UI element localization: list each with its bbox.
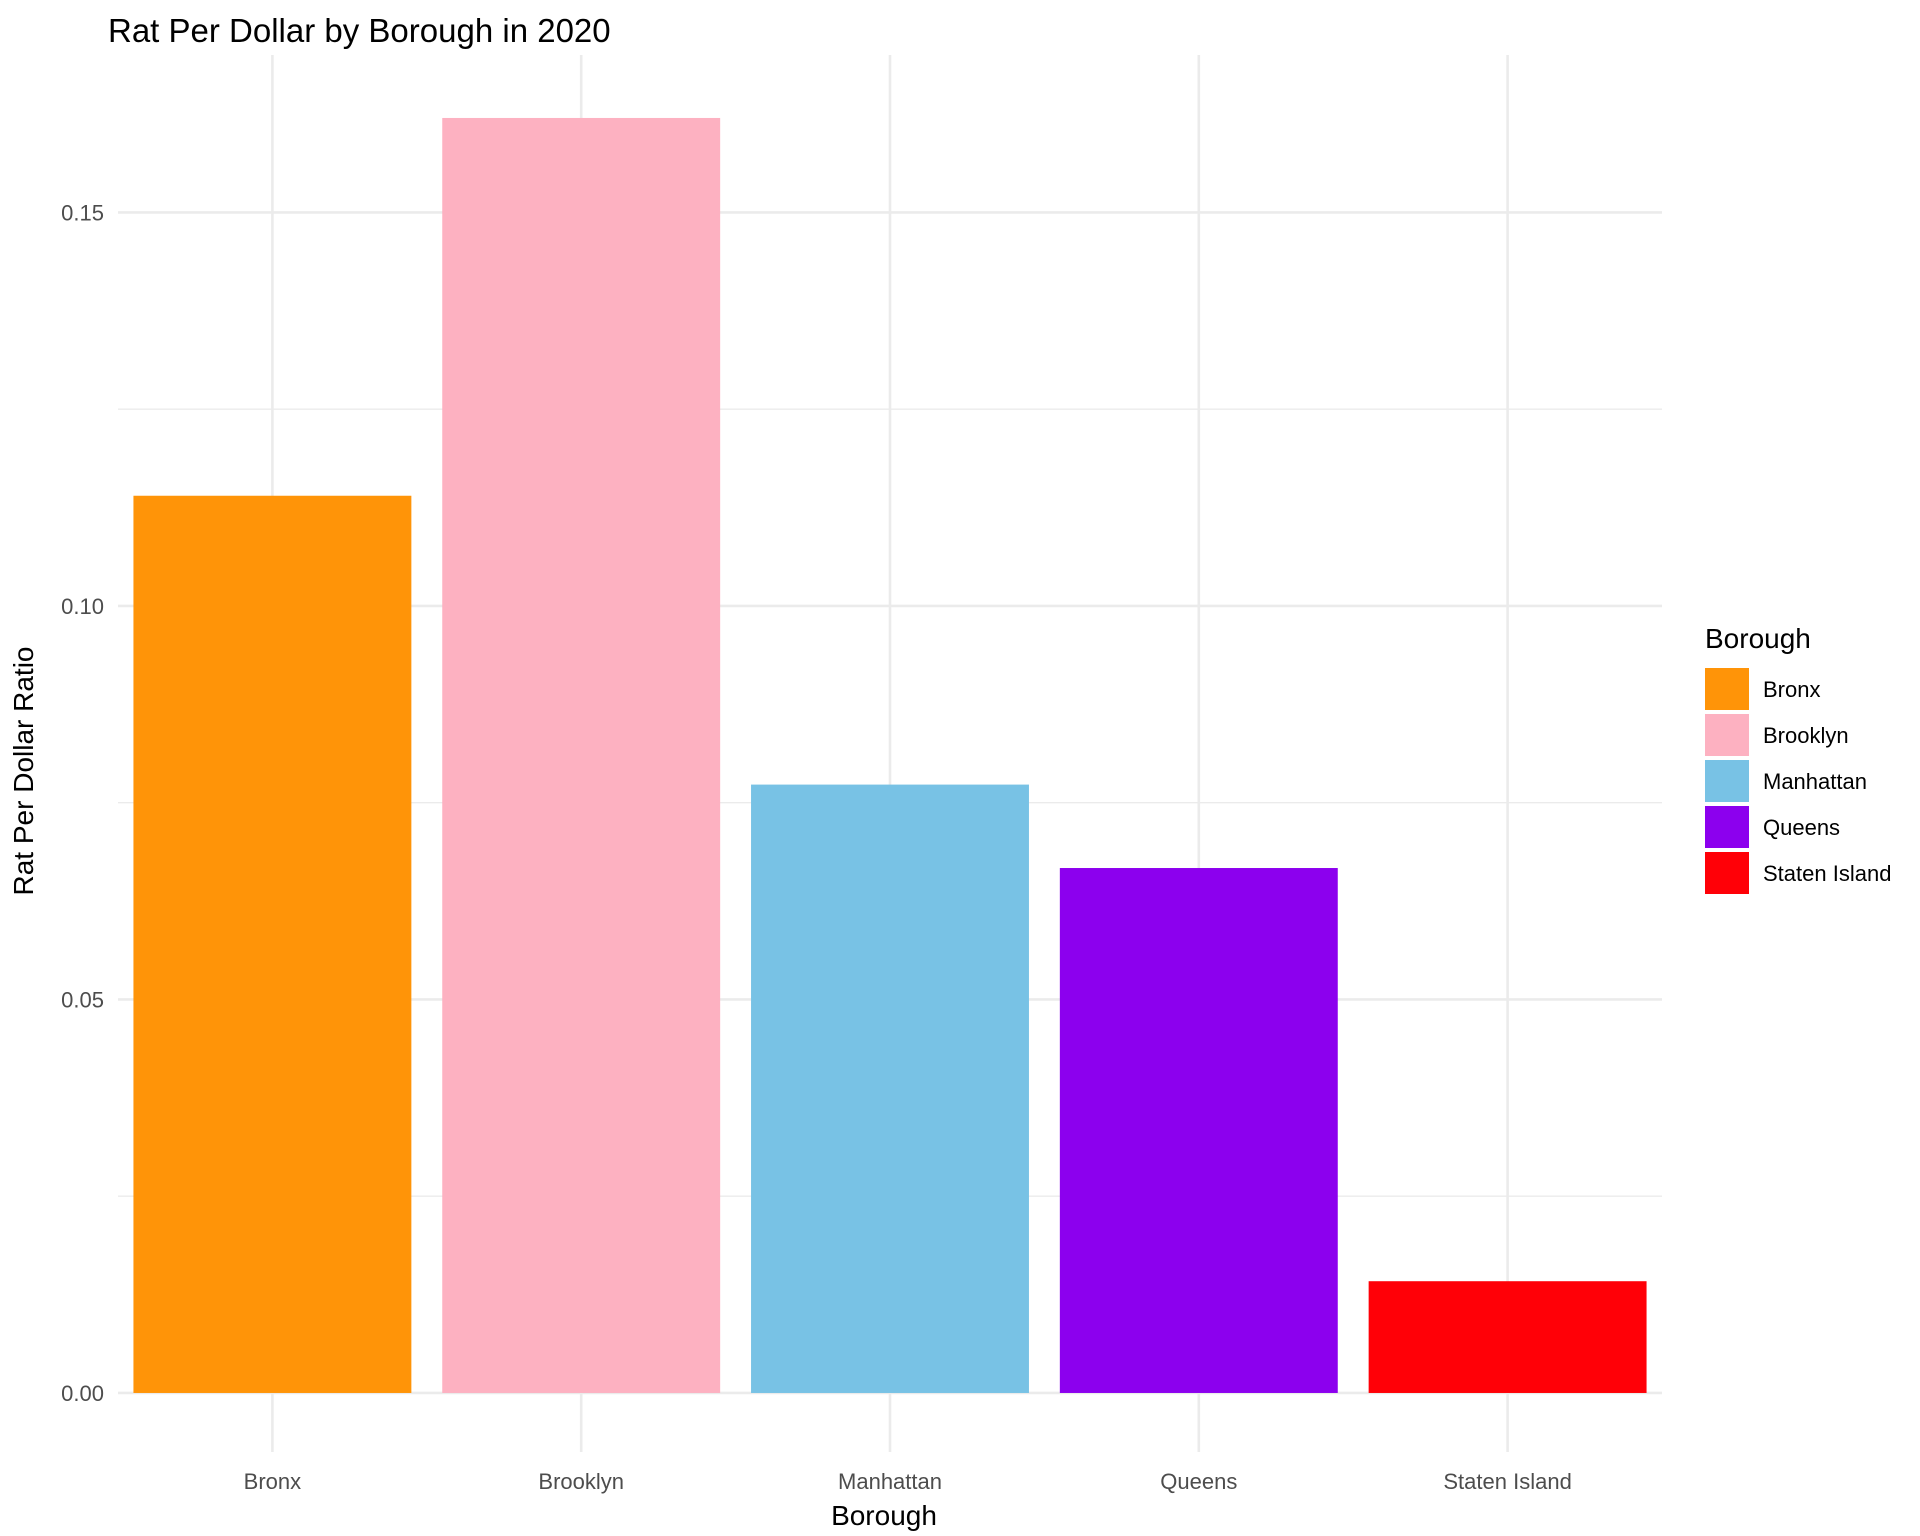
x-axis-title: Borough (831, 1500, 937, 1531)
legend: Borough Bronx Brooklyn Manhattan Queens Stat… (1705, 623, 1891, 894)
bar-staten-island (1368, 1281, 1647, 1393)
y-tick-label: 0.00 (61, 1381, 104, 1406)
legend-key (1705, 760, 1749, 802)
bar-manhattan (751, 784, 1029, 1393)
legend-label: Queens (1763, 815, 1840, 840)
legend-items: Bronx Brooklyn Manhattan Queens Staten Islan… (1705, 668, 1891, 894)
y-axis-ticks: 0.00 0.05 0.10 0.15 (61, 200, 104, 1406)
bars (133, 117, 1647, 1393)
legend-key (1705, 668, 1749, 710)
legend-label: Staten Island (1763, 861, 1891, 886)
y-tick-label: 0.10 (61, 594, 104, 619)
y-tick-label: 0.15 (61, 200, 104, 225)
legend-label: Brooklyn (1763, 723, 1849, 748)
bar-queens (1059, 868, 1338, 1393)
x-axis-ticks: Bronx Brooklyn Manhattan Queens Staten Islan… (244, 1469, 1572, 1494)
x-tick-label: Brooklyn (538, 1469, 624, 1494)
legend-key (1705, 852, 1749, 894)
y-axis-title: Rat Per Dollar Ratio (8, 647, 39, 896)
legend-key (1705, 806, 1749, 848)
x-tick-label: Manhattan (838, 1469, 942, 1494)
bar-bronx (133, 495, 412, 1393)
x-tick-label: Staten Island (1443, 1469, 1571, 1494)
x-tick-label: Bronx (244, 1469, 301, 1494)
legend-title: Borough (1705, 623, 1811, 654)
chart-title: Rat Per Dollar by Borough in 2020 (108, 12, 611, 49)
legend-label: Manhattan (1763, 769, 1867, 794)
bar-brooklyn (442, 117, 721, 1393)
y-tick-label: 0.05 (61, 987, 104, 1012)
x-tick-label: Queens (1160, 1469, 1237, 1494)
legend-label: Bronx (1763, 677, 1820, 702)
legend-key (1705, 714, 1749, 756)
